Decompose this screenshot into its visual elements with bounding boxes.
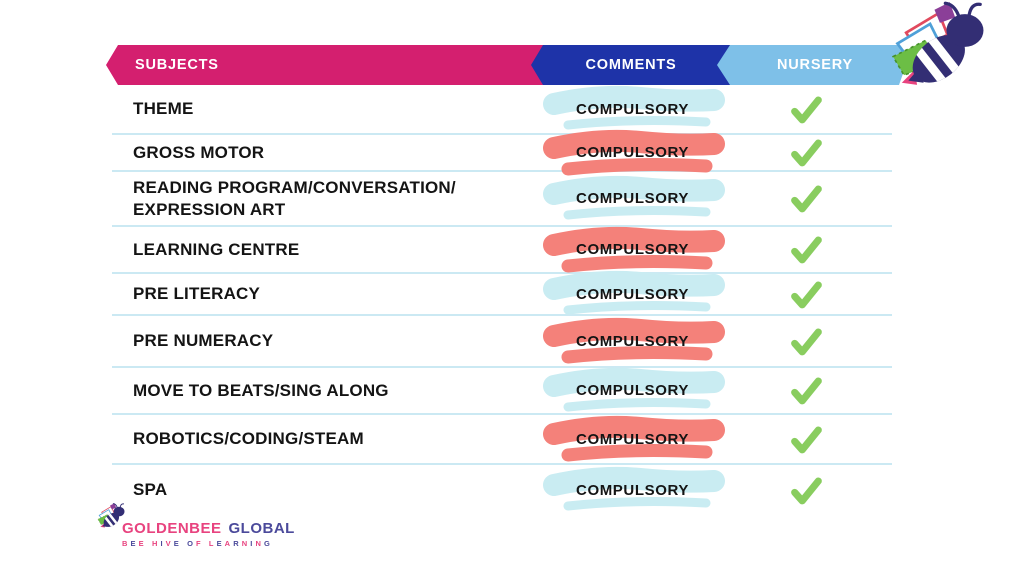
nursery-cell: [720, 172, 892, 225]
checkmark-icon: [791, 477, 822, 504]
checkmark-icon: [791, 96, 822, 123]
comment-label: COMPULSORY: [576, 332, 689, 350]
subject-cell: THEME: [133, 99, 194, 119]
comment-label: COMPULSORY: [576, 430, 689, 448]
nursery-cell: [720, 135, 892, 170]
brand-secondary-text: GLOBAL: [228, 520, 295, 537]
table-row: PRE LITERACY COMPULSORY: [112, 270, 892, 316]
subject-cell: MOVE TO BEATS/SING ALONG: [133, 380, 389, 400]
subject-cell: PRE NUMERACY: [133, 331, 274, 351]
header-banner-subjects: SUBJECTS: [106, 45, 547, 85]
checkmark-icon: [791, 328, 822, 355]
nursery-cell: [720, 316, 892, 366]
comment-cell: COMPULSORY: [542, 172, 725, 225]
header-banner-nursery: NURSERY: [717, 45, 913, 85]
header-label-subjects: SUBJECTS: [135, 57, 219, 73]
nursery-cell: [720, 227, 892, 272]
table-row: ROBOTICS/CODING/STEAM COMPULSORY: [112, 415, 892, 465]
nursery-cell: [720, 274, 892, 314]
subject-cell: READING PROGRAM/CONVERSATION/ EXPRESSION…: [133, 178, 456, 219]
comment-cell: COMPULSORY: [542, 129, 725, 175]
table-row: READING PROGRAM/CONVERSATION/ EXPRESSION…: [112, 172, 892, 227]
brand-lockup: GOLDENBEE GLOBAL BEE HIVE OF LEARNING: [122, 520, 295, 548]
curriculum-table: THEME COMPULSORY GROSS MOTOR: [112, 85, 892, 515]
table-row: MOVE TO BEATS/SING ALONG COMPULSORY: [112, 367, 892, 415]
header-label-nursery: NURSERY: [777, 57, 853, 73]
comment-cell: COMPULSORY: [542, 465, 725, 515]
header-label-comments: COMMENTS: [585, 57, 677, 73]
comment-label: COMPULSORY: [576, 285, 689, 303]
comment-cell: COMPULSORY: [542, 226, 725, 272]
brand-primary-text: GOLDENBEE: [122, 520, 222, 537]
subject-cell: PRE LITERACY: [133, 284, 261, 304]
bee-logo: [882, 0, 1000, 98]
nursery-cell: [720, 85, 892, 133]
subject-cell: ROBOTICS/CODING/STEAM: [133, 429, 364, 449]
comment-label: COMPULSORY: [576, 144, 689, 161]
header-banner-comments: COMMENTS: [531, 45, 731, 85]
subject-cell: LEARNING CENTRE: [133, 239, 300, 259]
table-row: GROSS MOTOR COMPULSORY: [112, 129, 892, 175]
comment-label: COMPULSORY: [576, 481, 689, 499]
checkmark-icon: [791, 377, 822, 405]
checkmark-icon: [791, 139, 822, 167]
nursery-cell: [720, 368, 892, 413]
comment-label: COMPULSORY: [576, 100, 689, 118]
comment-cell: COMPULSORY: [542, 270, 725, 315]
comment-cell: COMPULSORY: [542, 316, 725, 366]
table-row: THEME COMPULSORY: [112, 85, 892, 135]
comment-label: COMPULSORY: [576, 382, 689, 399]
checkmark-icon: [791, 426, 822, 453]
comment-cell: COMPULSORY: [542, 415, 725, 463]
nursery-cell: [720, 465, 892, 515]
comment-label: COMPULSORY: [576, 190, 689, 207]
brand-name: GOLDENBEE GLOBAL: [122, 520, 295, 537]
subject-cell: SPA: [133, 480, 168, 500]
table-row: PRE NUMERACY COMPULSORY: [112, 316, 892, 368]
checkmark-icon: [791, 281, 822, 308]
table-row: SPA COMPULSORY: [112, 465, 892, 515]
brand-tagline: BEE HIVE OF LEARNING: [122, 539, 273, 548]
comment-cell: COMPULSORY: [542, 367, 725, 413]
subject-cell: GROSS MOTOR: [133, 142, 265, 162]
table-row: LEARNING CENTRE COMPULSORY: [112, 226, 892, 274]
comment-label: COMPULSORY: [576, 241, 689, 258]
comment-cell: COMPULSORY: [542, 85, 725, 133]
checkmark-icon: [791, 236, 822, 264]
checkmark-icon: [791, 185, 822, 213]
nursery-cell: [720, 415, 892, 463]
